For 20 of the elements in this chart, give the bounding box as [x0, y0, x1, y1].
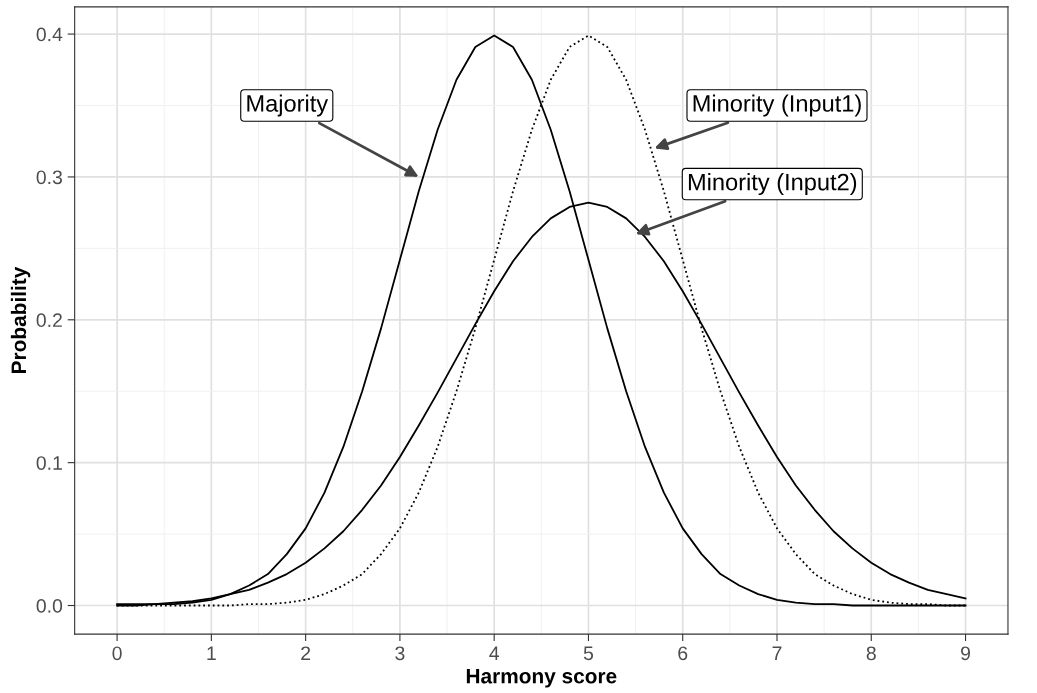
y-tick-label: 0.1: [36, 456, 62, 470]
x-tick-label: 1: [207, 646, 216, 660]
y-tick-label: 0.4: [36, 27, 63, 42]
x-tick-label: 7: [772, 646, 782, 660]
y-tick-label: 0.2: [36, 313, 62, 328]
x-tick-label: 3: [395, 646, 405, 661]
x-tick-label: 8: [866, 646, 876, 661]
annotation: Majority: [247, 94, 329, 117]
x-tick-label: 2: [301, 646, 311, 660]
x-axis-title: Harmony score: [466, 668, 617, 688]
x-tick-label: 5: [583, 646, 594, 661]
annotation: Minority (Input2): [688, 173, 857, 196]
x-tick-label: 9: [961, 646, 971, 661]
annotation: Minority (Input1): [693, 94, 861, 117]
y-tick-label: 0.3: [36, 170, 63, 185]
x-tick-label: 6: [678, 646, 688, 661]
y-tick-label: 0.0: [36, 598, 63, 613]
x-tick-label: 0: [112, 646, 122, 661]
x-tick-label: 4: [489, 646, 500, 660]
y-axis-title: Probability: [10, 266, 31, 373]
